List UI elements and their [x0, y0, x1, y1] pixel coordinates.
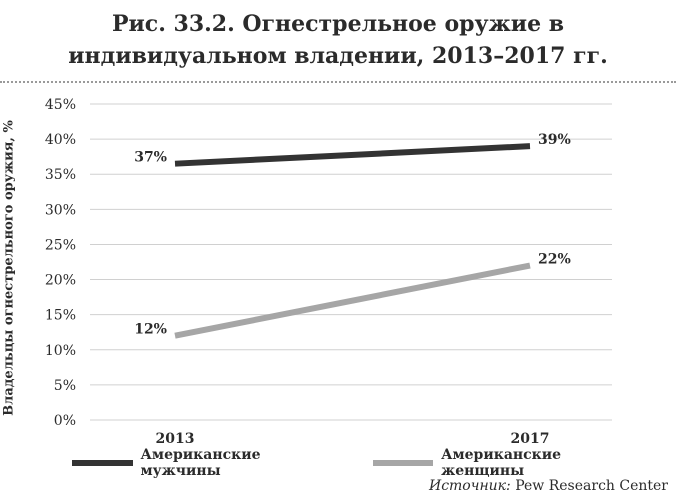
y-tick-label: 40%	[45, 132, 76, 148]
source-text: Pew Research Center	[515, 478, 668, 494]
source-note: Источник: Pew Research Center	[429, 478, 668, 494]
y-tick-label: 10%	[45, 343, 76, 359]
series-lines	[174, 143, 531, 339]
legend-swatch-men	[72, 460, 133, 466]
y-tick-label: 5%	[54, 378, 76, 394]
series-line	[174, 262, 531, 339]
legend-swatch-women	[372, 460, 434, 466]
x-axis-ticks: 2013 2017	[156, 431, 550, 447]
gridlines	[90, 103, 612, 421]
legend-item-women: Американские женщины	[372, 447, 644, 479]
data-labels: 37% 39% 12% 22%	[134, 132, 571, 338]
y-tick-label: 0%	[54, 413, 76, 429]
y-tick-label: 30%	[45, 202, 76, 218]
y-tick-label: 45%	[45, 97, 76, 113]
source-label: Источник:	[428, 478, 511, 494]
data-label: 37%	[134, 150, 167, 166]
data-label: 12%	[134, 322, 167, 338]
series-line	[174, 143, 531, 167]
legend-item-men: Американские мужчины	[72, 447, 341, 479]
y-tick-label: 35%	[45, 167, 76, 183]
legend-label-men: Американские мужчины	[140, 447, 261, 479]
data-label: 39%	[538, 132, 571, 148]
chart-title: Рис. 33.2. Огнестрельное оружие в индиви…	[68, 11, 608, 69]
y-tick-label: 25%	[45, 237, 76, 253]
legend: Американские мужчины Американские женщин…	[72, 447, 676, 479]
x-tick-label: 2013	[156, 431, 195, 447]
y-tick-label: 20%	[45, 273, 76, 289]
y-axis-ticks: 0% 5% 10% 15% 20% 25% 30% 35% 40% 45%	[45, 97, 76, 429]
x-tick-label: 2017	[511, 431, 550, 447]
title-divider	[0, 81, 676, 83]
data-label: 22%	[538, 252, 571, 268]
y-tick-label: 15%	[45, 308, 76, 324]
legend-label-women: Американские женщины	[441, 447, 562, 479]
